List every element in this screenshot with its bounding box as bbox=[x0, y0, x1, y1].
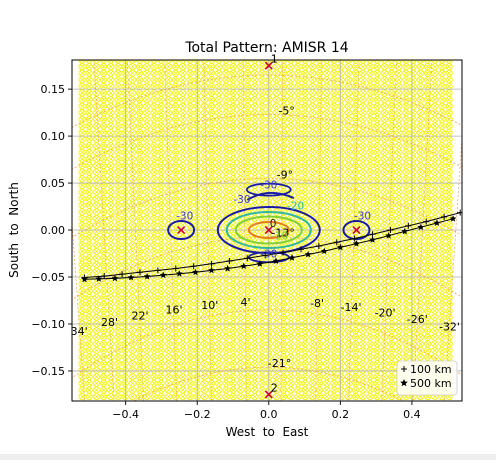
longitude-label: 16' bbox=[165, 304, 182, 317]
y-tick-label: 0.00 bbox=[41, 224, 66, 237]
longitude-label: 34' bbox=[71, 325, 88, 338]
contour-label: -20 bbox=[287, 200, 304, 212]
latitude-label: -5° bbox=[278, 104, 294, 117]
chart-title: Total Pattern: AMISR 14 bbox=[184, 40, 348, 56]
contour-label: -30 bbox=[260, 248, 277, 260]
grating-marker-label: 2 bbox=[271, 381, 278, 394]
x-tick-label: 0.0 bbox=[260, 408, 278, 421]
x-tick-label: 0.2 bbox=[332, 408, 350, 421]
legend-label: 500 km bbox=[410, 377, 452, 390]
longitude-label: -20' bbox=[375, 306, 396, 319]
bottom-strip bbox=[0, 454, 496, 460]
y-tick-label: −0.05 bbox=[31, 271, 65, 284]
contour-label: -30 bbox=[233, 194, 250, 206]
x-tick-label: 0.4 bbox=[403, 408, 421, 421]
longitude-label: -8' bbox=[310, 297, 324, 310]
legend-label: 100 km bbox=[410, 363, 452, 376]
longitude-label: 22' bbox=[131, 309, 148, 322]
x-axis-label: West to East bbox=[226, 425, 309, 439]
y-tick-label: 0.15 bbox=[41, 83, 66, 96]
y-tick-label: −0.15 bbox=[31, 365, 65, 378]
longitude-label: -26' bbox=[407, 313, 428, 326]
latitude-label: -21° bbox=[268, 357, 291, 370]
contour-label: -30 bbox=[260, 180, 277, 192]
longitude-label: 10' bbox=[201, 299, 218, 312]
x-tick-label: −0.4 bbox=[112, 408, 139, 421]
longitude-label: 4' bbox=[241, 296, 251, 309]
contour-label: -30 bbox=[354, 211, 371, 223]
longitude-label: -14' bbox=[341, 301, 362, 314]
contour-label: 0 bbox=[270, 218, 277, 230]
contour-label: -10 bbox=[271, 230, 288, 242]
y-axis-label: South to North bbox=[7, 182, 21, 278]
y-tick-label: 0.10 bbox=[41, 130, 66, 143]
contour-label: -30 bbox=[176, 211, 193, 223]
y-tick-label: −0.10 bbox=[31, 318, 65, 331]
x-tick-label: −0.2 bbox=[184, 408, 211, 421]
longitude-label: -32' bbox=[439, 321, 460, 334]
longitude-label: 28' bbox=[101, 316, 118, 329]
latitude-label: -9° bbox=[277, 168, 293, 181]
y-tick-label: 0.05 bbox=[41, 177, 66, 190]
